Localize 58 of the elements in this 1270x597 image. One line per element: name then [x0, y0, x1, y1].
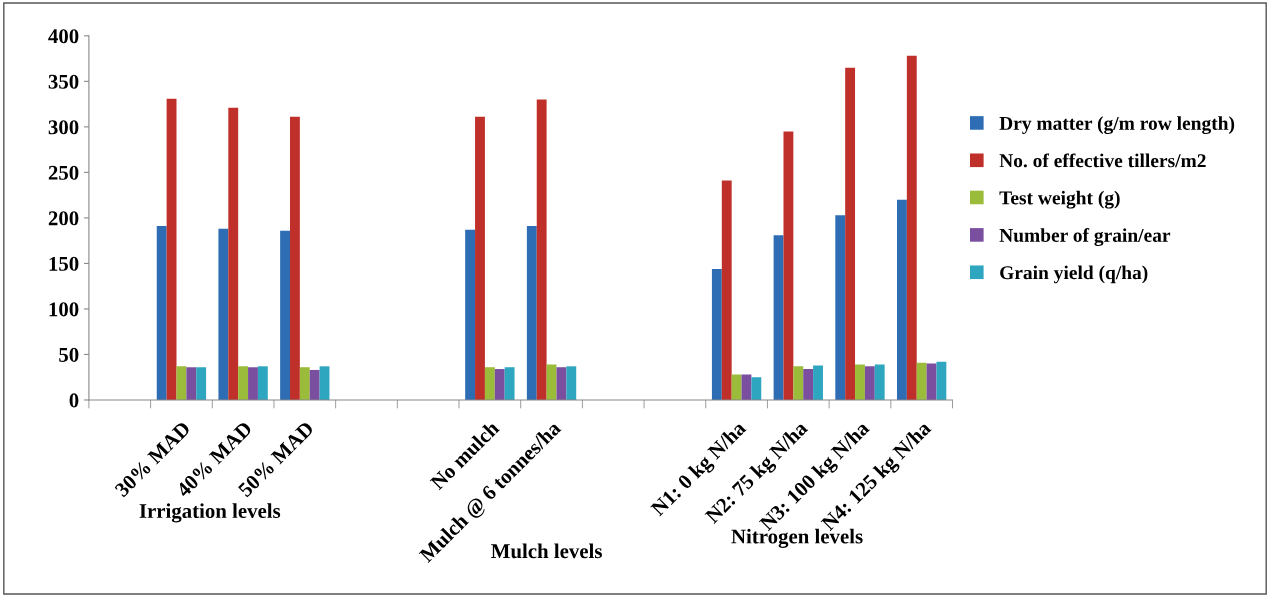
- bar: [238, 366, 249, 400]
- text: Irrigation levels: [139, 503, 281, 523]
- bar: [783, 131, 794, 400]
- bar: [504, 367, 515, 400]
- bar: [299, 367, 310, 400]
- bar: [176, 366, 187, 400]
- bar: [864, 366, 875, 400]
- bar: [835, 215, 846, 400]
- bar: [906, 55, 917, 400]
- bar: [556, 367, 567, 400]
- bar: [936, 361, 947, 400]
- bar: [248, 367, 258, 400]
- bar: [536, 99, 547, 400]
- legend-label: Grain yield (q/ha): [1000, 265, 1148, 284]
- bar: [751, 377, 762, 400]
- bar: [526, 226, 537, 400]
- bar: [874, 364, 885, 400]
- y-tick-label: 200: [48, 211, 79, 226]
- bar: [793, 366, 804, 400]
- bar: [166, 98, 177, 400]
- y-tick-label: 350: [48, 74, 79, 89]
- bar: [228, 107, 239, 400]
- bar: [721, 180, 732, 400]
- y-tick-label: 400: [48, 29, 79, 44]
- y-tick-label: 0: [69, 393, 79, 408]
- bar: [186, 367, 197, 400]
- bar: [290, 116, 300, 400]
- y-tick-label: 100: [49, 302, 79, 317]
- bar: [156, 226, 167, 400]
- bar: [196, 367, 207, 400]
- bar: [280, 230, 290, 400]
- text: Mulch levels: [491, 543, 602, 559]
- bar: [813, 365, 823, 400]
- bar: [465, 229, 476, 400]
- bar: [855, 364, 865, 400]
- bar: [257, 366, 268, 400]
- legend-label: Number of grain/ear: [999, 228, 1171, 247]
- bar: [803, 369, 814, 400]
- y-tick-label: 250: [48, 165, 79, 180]
- bar: [916, 362, 927, 400]
- y-tick-label: 150: [49, 256, 79, 271]
- bar: [896, 199, 907, 400]
- bar: [218, 228, 229, 400]
- bar: [475, 116, 485, 400]
- bar: [711, 268, 722, 400]
- legend-label: Test weight (g): [999, 190, 1120, 209]
- legend-label: Dry matter (g/m row length): [999, 116, 1235, 135]
- bar: [845, 67, 856, 400]
- bar: [773, 235, 784, 400]
- y-tick-label: 50: [59, 347, 79, 362]
- bar: [566, 366, 577, 400]
- bar: [731, 374, 742, 400]
- bar: [309, 369, 320, 400]
- legend-label: No. of effective tillers/m2: [999, 153, 1206, 168]
- bar: [546, 364, 557, 400]
- y-tick-label: 300: [48, 120, 79, 135]
- bar: [494, 369, 505, 400]
- bar: [484, 367, 495, 400]
